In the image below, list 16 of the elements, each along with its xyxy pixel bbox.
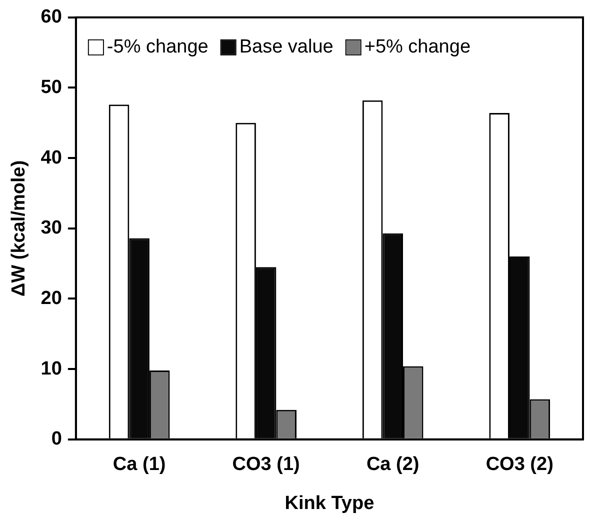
y-tick-label: 40	[40, 147, 62, 168]
y-tick-label: 20	[40, 288, 62, 309]
y-tick-label: 0	[51, 428, 62, 450]
x-tick-label: Ca (2)	[366, 454, 420, 476]
y-axis-title: ΔW (kcal/mole)	[8, 160, 30, 296]
y-tick-label: 60	[40, 6, 62, 28]
legend-label: Base value	[239, 36, 334, 58]
y-tick-label: 30	[40, 218, 62, 239]
y-tick-label: 50	[40, 76, 62, 98]
x-tick-label: CO3 (2)	[486, 454, 554, 476]
x-axis-title: Kink Type	[284, 492, 374, 514]
y-tick-label: 10	[40, 358, 62, 380]
legend-label: +5% change	[364, 36, 471, 58]
x-tick-label: CO3 (1)	[232, 454, 300, 476]
legend-label: -5% change	[106, 36, 208, 58]
x-tick-label: Ca (1)	[112, 454, 166, 476]
